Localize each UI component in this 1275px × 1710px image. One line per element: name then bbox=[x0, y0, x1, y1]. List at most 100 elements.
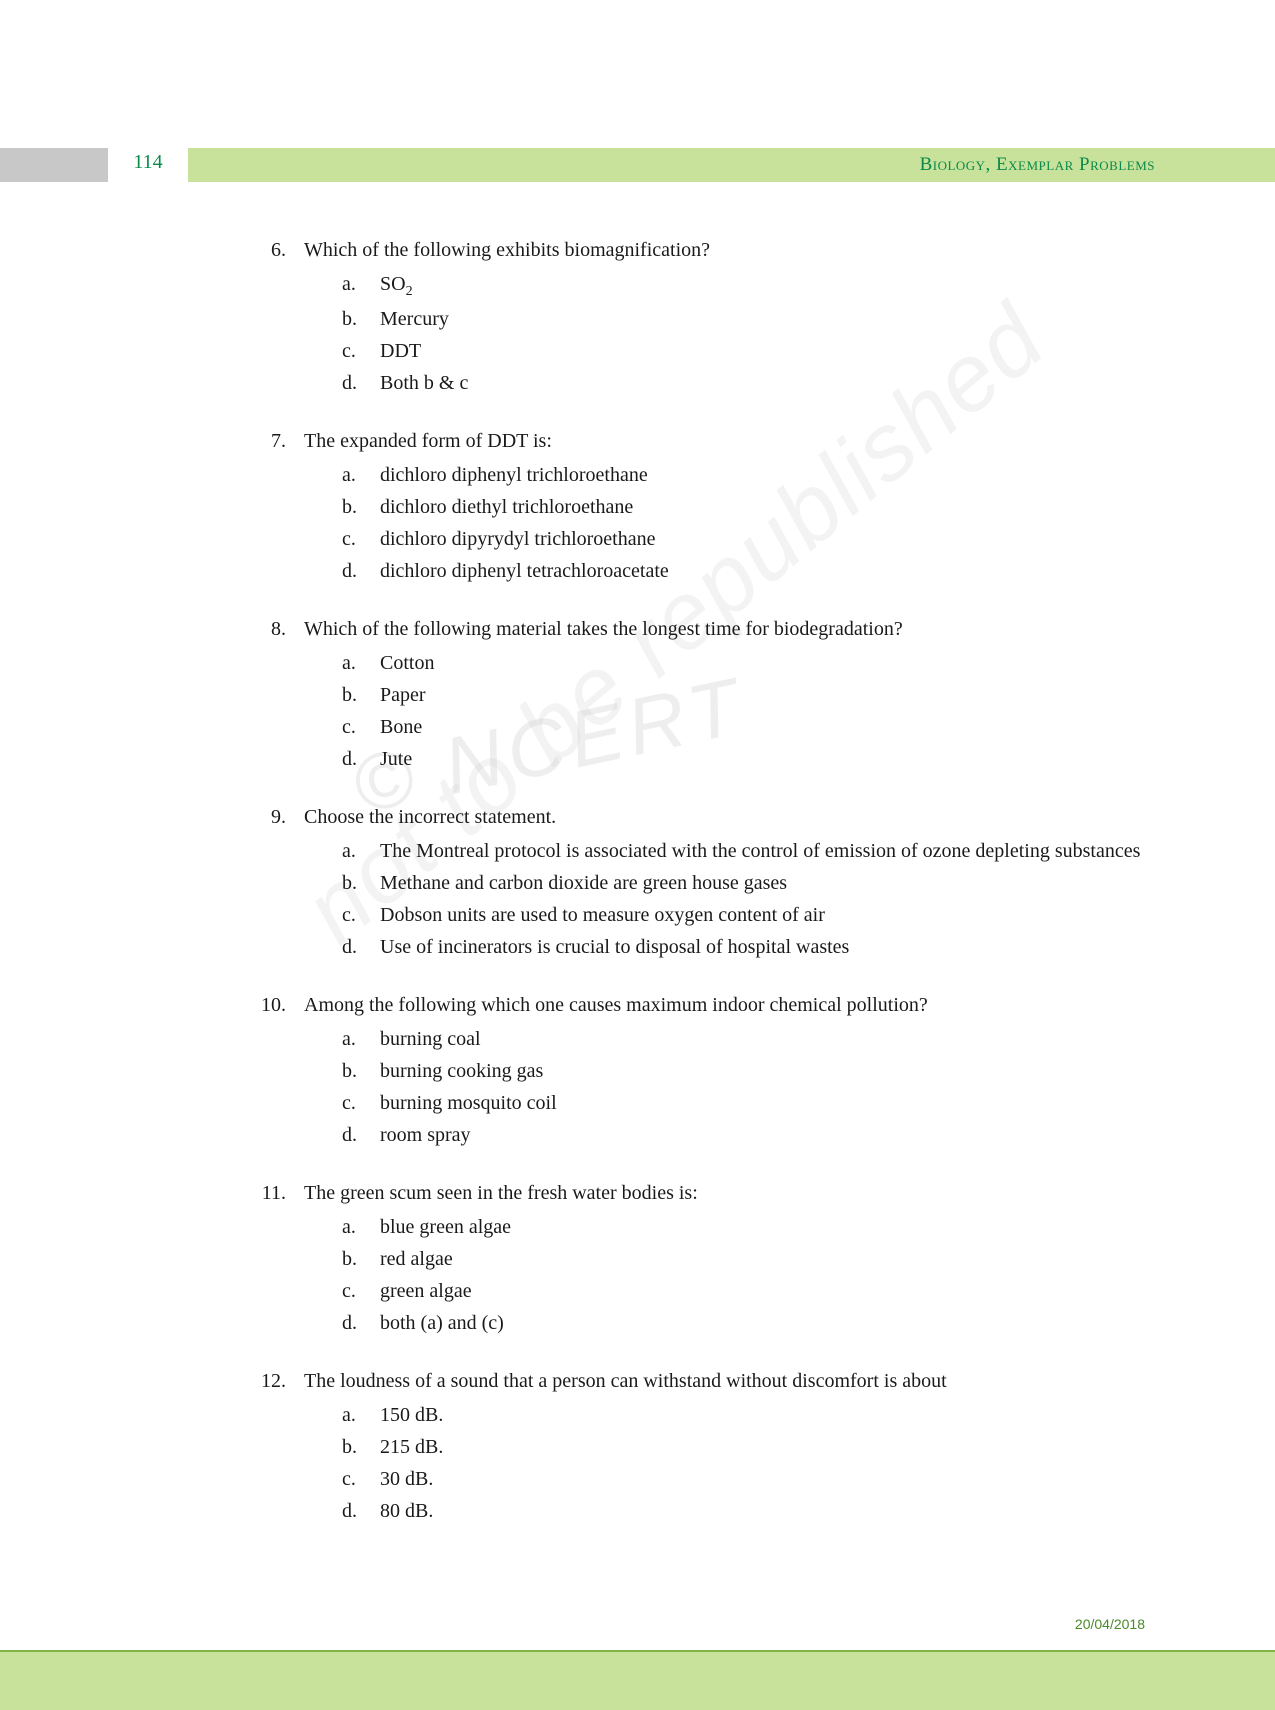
book-title: Biology, Exemplar Problems bbox=[920, 154, 1155, 176]
option-letter: b. bbox=[342, 680, 380, 710]
option-text: blue green algae bbox=[380, 1212, 1155, 1242]
question: 6.Which of the following exhibits biomag… bbox=[260, 235, 1155, 400]
option: c.Bone bbox=[342, 712, 1155, 742]
option-letter: b. bbox=[342, 868, 380, 898]
question-body: Which of the following exhibits biomagni… bbox=[304, 235, 1155, 400]
option: d.both (a) and (c) bbox=[342, 1308, 1155, 1338]
question-body: Which of the following material takes th… bbox=[304, 614, 1155, 776]
question: 9.Choose the incorrect statement. a.The M… bbox=[260, 802, 1155, 964]
options-list: a.The Montreal protocol is associated wi… bbox=[304, 836, 1155, 962]
option-letter: c. bbox=[342, 1464, 380, 1494]
option: d.dichloro diphenyl tetrachloroacetate bbox=[342, 556, 1155, 586]
question-number: 11. bbox=[260, 1178, 304, 1340]
footer-band bbox=[0, 1650, 1275, 1710]
option: c.DDT bbox=[342, 336, 1155, 366]
option-text: Paper bbox=[380, 680, 1155, 710]
option: a.blue green algae bbox=[342, 1212, 1155, 1242]
question-number: 7. bbox=[260, 426, 304, 588]
question: 11.The green scum seen in the fresh wate… bbox=[260, 1178, 1155, 1340]
option: c.green algae bbox=[342, 1276, 1155, 1306]
question: 10.Among the following which one causes … bbox=[260, 990, 1155, 1152]
question-body: The green scum seen in the fresh water b… bbox=[304, 1178, 1155, 1340]
option: b.Paper bbox=[342, 680, 1155, 710]
option: b.Methane and carbon dioxide are green h… bbox=[342, 868, 1155, 898]
option-text: The Montreal protocol is associated with… bbox=[380, 836, 1155, 866]
option-letter: b. bbox=[342, 1244, 380, 1274]
option-text: both (a) and (c) bbox=[380, 1308, 1155, 1338]
question-number: 9. bbox=[260, 802, 304, 964]
subscript: 2 bbox=[406, 284, 413, 299]
page: not to be republished © NCERT 114 Biolog… bbox=[0, 0, 1275, 1710]
option: d.room spray bbox=[342, 1120, 1155, 1150]
option-text: 80 dB. bbox=[380, 1496, 1155, 1526]
header-gray-strip bbox=[0, 148, 108, 182]
option-letter: b. bbox=[342, 492, 380, 522]
option-letter: b. bbox=[342, 1056, 380, 1086]
question-number: 12. bbox=[260, 1366, 304, 1528]
footer-date: 20/04/2018 bbox=[1075, 1616, 1145, 1632]
question: 7.The expanded form of DDT is:a.dichloro… bbox=[260, 426, 1155, 588]
options-list: a.SO2b.Mercuryc.DDTd.Both b & c bbox=[304, 269, 1155, 398]
option-text: burning mosquito coil bbox=[380, 1088, 1155, 1118]
option-text: green algae bbox=[380, 1276, 1155, 1306]
option-text: 30 dB. bbox=[380, 1464, 1155, 1494]
option-text: Methane and carbon dioxide are green hou… bbox=[380, 868, 1155, 898]
option: c.30 dB. bbox=[342, 1464, 1155, 1494]
option: d.80 dB. bbox=[342, 1496, 1155, 1526]
option-letter: a. bbox=[342, 648, 380, 678]
option-text: dichloro diphenyl trichloroethane bbox=[380, 460, 1155, 490]
option: c.Dobson units are used to measure oxyge… bbox=[342, 900, 1155, 930]
option-letter: b. bbox=[342, 1432, 380, 1462]
question-number: 8. bbox=[260, 614, 304, 776]
option: b.red algae bbox=[342, 1244, 1155, 1274]
header-green-band: Biology, Exemplar Problems bbox=[188, 148, 1275, 182]
option-text: DDT bbox=[380, 336, 1155, 366]
option-letter: a. bbox=[342, 836, 380, 866]
options-list: a.dichloro diphenyl trichloroethaneb.dic… bbox=[304, 460, 1155, 586]
option-letter: a. bbox=[342, 460, 380, 490]
option-text: Bone bbox=[380, 712, 1155, 742]
option-text: Cotton bbox=[380, 648, 1155, 678]
question-body: Choose the incorrect statement. a.The Mon… bbox=[304, 802, 1155, 964]
question: 8.Which of the following material takes … bbox=[260, 614, 1155, 776]
header-band: 114 Biology, Exemplar Problems bbox=[0, 148, 1275, 182]
question-body: The expanded form of DDT is:a.dichloro d… bbox=[304, 426, 1155, 588]
option-text: Mercury bbox=[380, 304, 1155, 334]
option-letter: d. bbox=[342, 1496, 380, 1526]
option: c.dichloro dipyrydyl trichloroethane bbox=[342, 524, 1155, 554]
option-text: Both b & c bbox=[380, 368, 1155, 398]
question-number: 6. bbox=[260, 235, 304, 400]
question-number: 10. bbox=[260, 990, 304, 1152]
option-text: Use of incinerators is crucial to dispos… bbox=[380, 932, 1155, 962]
option-letter: b. bbox=[342, 304, 380, 334]
option: d.Jute bbox=[342, 744, 1155, 774]
options-list: a.Cottonb.Paperc.Boned.Jute bbox=[304, 648, 1155, 774]
option: a.SO2 bbox=[342, 269, 1155, 302]
option-letter: c. bbox=[342, 712, 380, 742]
option: a.150 dB. bbox=[342, 1400, 1155, 1430]
option: b.215 dB. bbox=[342, 1432, 1155, 1462]
option: b.Mercury bbox=[342, 304, 1155, 334]
option: a.Cotton bbox=[342, 648, 1155, 678]
option: b.dichloro diethyl trichloroethane bbox=[342, 492, 1155, 522]
option-text: dichloro dipyrydyl trichloroethane bbox=[380, 524, 1155, 554]
option: a.dichloro diphenyl trichloroethane bbox=[342, 460, 1155, 490]
question-text: The green scum seen in the fresh water b… bbox=[304, 1178, 1155, 1208]
option-letter: d. bbox=[342, 744, 380, 774]
option-letter: c. bbox=[342, 1276, 380, 1306]
option-text: room spray bbox=[380, 1120, 1155, 1150]
option: b.burning cooking gas bbox=[342, 1056, 1155, 1086]
questions-content: 6.Which of the following exhibits biomag… bbox=[260, 235, 1155, 1554]
option-letter: c. bbox=[342, 900, 380, 930]
options-list: a.blue green algaeb.red algaec.green alg… bbox=[304, 1212, 1155, 1338]
question-text: Which of the following material takes th… bbox=[304, 614, 1155, 644]
option-text: burning cooking gas bbox=[380, 1056, 1155, 1086]
option-letter: c. bbox=[342, 1088, 380, 1118]
question-text: The expanded form of DDT is: bbox=[304, 426, 1155, 456]
option: d.Both b & c bbox=[342, 368, 1155, 398]
option-letter: a. bbox=[342, 1212, 380, 1242]
option-letter: d. bbox=[342, 1308, 380, 1338]
option-letter: a. bbox=[342, 1024, 380, 1054]
question-text: Choose the incorrect statement. bbox=[304, 802, 1155, 832]
option-letter: d. bbox=[342, 1120, 380, 1150]
